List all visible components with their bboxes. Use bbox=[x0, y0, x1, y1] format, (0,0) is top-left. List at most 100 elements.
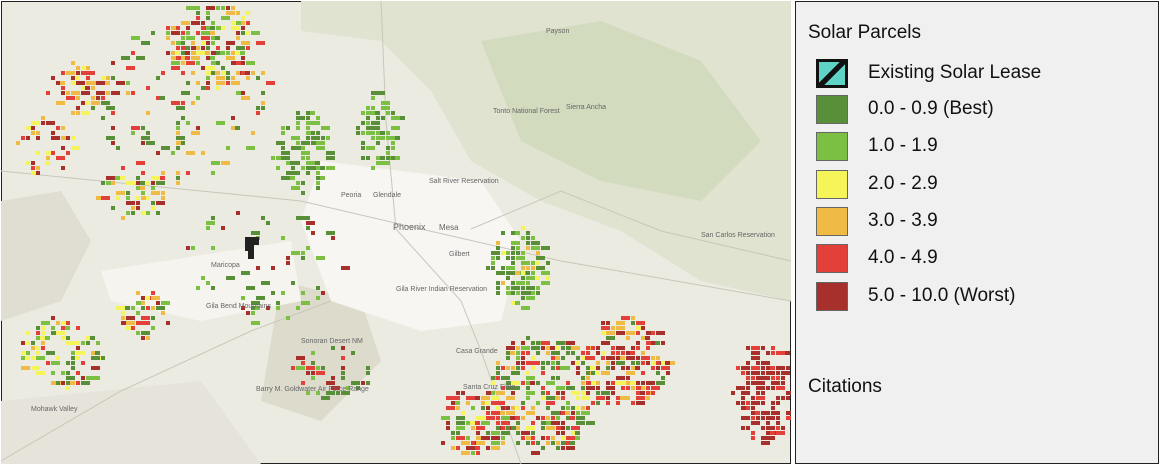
parcel bbox=[386, 156, 395, 160]
parcel bbox=[116, 146, 120, 150]
parcel bbox=[651, 356, 655, 360]
parcel bbox=[306, 371, 310, 375]
parcel bbox=[386, 146, 390, 150]
parcel bbox=[141, 301, 145, 305]
parcel bbox=[486, 411, 490, 415]
parcel bbox=[296, 306, 300, 310]
citations-heading[interactable]: Citations bbox=[808, 376, 882, 397]
parcel bbox=[196, 126, 200, 130]
parcel bbox=[221, 26, 225, 30]
parcel bbox=[151, 291, 155, 295]
parcel bbox=[96, 81, 105, 85]
parcel bbox=[131, 306, 135, 310]
parcel bbox=[136, 301, 145, 305]
parcel bbox=[501, 251, 505, 255]
parcel bbox=[561, 341, 570, 345]
parcel bbox=[506, 366, 510, 370]
parcel bbox=[151, 306, 155, 310]
legend-label: 0.0 - 0.9 (Best) bbox=[868, 98, 994, 119]
parcel bbox=[381, 136, 385, 140]
parcel bbox=[101, 196, 110, 200]
parcel bbox=[331, 376, 335, 380]
parcel bbox=[586, 351, 590, 355]
parcel bbox=[761, 411, 770, 415]
parcel bbox=[301, 301, 310, 305]
parcel bbox=[521, 381, 525, 385]
parcel bbox=[766, 431, 775, 435]
parcel bbox=[141, 321, 150, 325]
parcel bbox=[156, 176, 165, 180]
parcel bbox=[651, 366, 655, 370]
parcel bbox=[636, 341, 640, 345]
parcel bbox=[236, 51, 240, 55]
parcel bbox=[66, 71, 75, 75]
parcel bbox=[26, 161, 30, 165]
parcel bbox=[501, 416, 510, 420]
parcel bbox=[81, 381, 85, 385]
parcel bbox=[146, 111, 150, 115]
parcel bbox=[786, 411, 791, 415]
parcel bbox=[111, 206, 115, 210]
parcel bbox=[126, 196, 130, 200]
parcel bbox=[511, 261, 515, 265]
parcel bbox=[501, 376, 510, 380]
parcel bbox=[591, 371, 595, 375]
parcel bbox=[641, 361, 645, 365]
parcel bbox=[131, 131, 135, 135]
map-label: Gilbert bbox=[449, 251, 470, 258]
parcel bbox=[176, 136, 185, 140]
parcel bbox=[611, 381, 615, 385]
parcel bbox=[71, 91, 80, 95]
parcel bbox=[106, 76, 110, 80]
parcel bbox=[86, 76, 90, 80]
parcel bbox=[36, 136, 40, 140]
parcel bbox=[646, 391, 655, 395]
parcel bbox=[146, 196, 150, 200]
parcel bbox=[286, 256, 290, 260]
parcel bbox=[581, 351, 585, 355]
parcel bbox=[556, 366, 560, 370]
parcel bbox=[256, 41, 265, 45]
parcel bbox=[516, 421, 520, 425]
parcel bbox=[741, 371, 745, 375]
parcel bbox=[36, 336, 45, 340]
parcel bbox=[226, 56, 235, 60]
parcel bbox=[616, 346, 625, 350]
parcel bbox=[136, 206, 140, 210]
parcel bbox=[316, 256, 325, 260]
parcel bbox=[201, 276, 205, 280]
parcel bbox=[301, 181, 305, 185]
parcel bbox=[571, 361, 575, 365]
parcel bbox=[471, 406, 475, 410]
parcel bbox=[376, 161, 385, 165]
parcel bbox=[156, 211, 160, 215]
parcel bbox=[571, 431, 575, 435]
parcel bbox=[96, 96, 100, 100]
parcel bbox=[66, 381, 70, 385]
parcel bbox=[461, 451, 470, 455]
parcel bbox=[381, 116, 385, 120]
parcel bbox=[31, 161, 35, 165]
parcel bbox=[751, 366, 760, 370]
parcel bbox=[151, 206, 155, 210]
parcel bbox=[296, 356, 305, 360]
parcel bbox=[516, 281, 525, 285]
parcel bbox=[126, 326, 135, 330]
parcel bbox=[641, 336, 650, 340]
parcel bbox=[511, 291, 515, 295]
parcel bbox=[366, 366, 370, 370]
parcel bbox=[71, 146, 80, 150]
parcel bbox=[351, 351, 355, 355]
parcel bbox=[296, 181, 300, 185]
parcel bbox=[521, 271, 525, 275]
parcel bbox=[286, 161, 295, 165]
parcel bbox=[566, 416, 575, 420]
parcel bbox=[286, 176, 295, 180]
parcel bbox=[496, 401, 505, 405]
parcel bbox=[651, 391, 655, 395]
parcel bbox=[456, 446, 460, 450]
parcel bbox=[601, 351, 605, 355]
parcel bbox=[61, 166, 65, 170]
parcel bbox=[106, 181, 115, 185]
parcel bbox=[216, 76, 225, 80]
